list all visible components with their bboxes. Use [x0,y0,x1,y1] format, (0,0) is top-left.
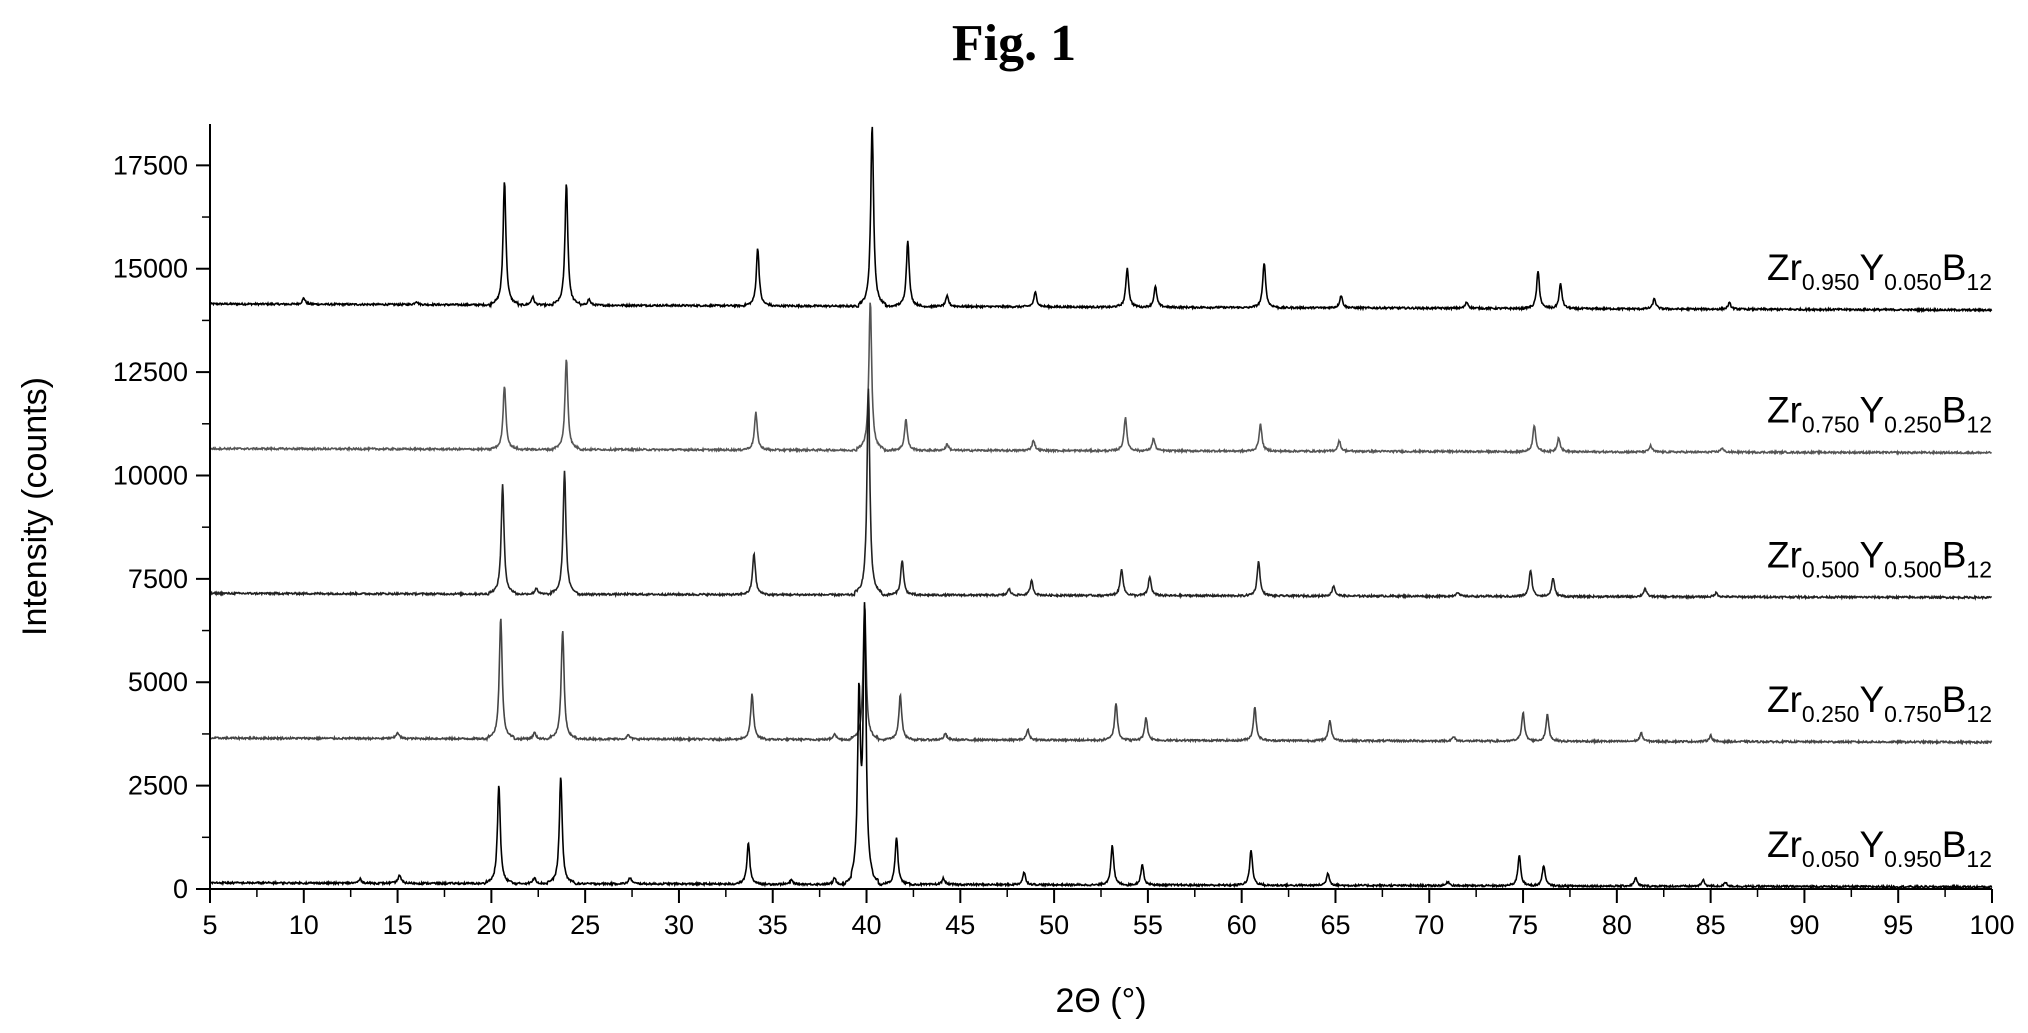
x-tick-label: 70 [1414,910,1444,940]
x-tick-label: 15 [383,910,413,940]
series-label-element: Y [1859,824,1884,865]
series-label-element: B [1942,390,1967,431]
series-label-element: Zr [1767,679,1802,720]
x-tick-label: 40 [852,910,882,940]
series-label-subscript: 0.500 [1802,556,1860,582]
series-label-element: Y [1859,534,1884,575]
y-tick-label: 12500 [113,357,188,387]
x-tick-label: 100 [1969,910,2014,940]
x-tick-label: 65 [1320,910,1350,940]
series-label-element: B [1942,534,1967,575]
x-tick-label: 30 [664,910,694,940]
y-tick-label: 5000 [128,667,188,697]
x-tick-label: 35 [758,910,788,940]
series-label-subscript: 0.250 [1884,412,1942,438]
series-label-subscript: 0.500 [1884,556,1942,582]
x-tick-label: 55 [1133,910,1163,940]
series-label-subscript: 0.750 [1884,701,1942,727]
series-label-element: Y [1859,390,1884,431]
series-label-subscript: 0.050 [1884,269,1942,295]
figure-title: Fig. 1 [951,15,1077,72]
series-trace [209,302,1993,456]
x-tick-label: 20 [476,910,506,940]
series-label-element: Y [1859,247,1884,288]
x-tick-label: 95 [1883,910,1913,940]
x-tick-label: 50 [1039,910,1069,940]
y-tick-label: 2500 [128,771,188,801]
series-label-subscript: 0.950 [1802,269,1860,295]
x-axis-title: 2Θ (°) [1055,982,1146,1020]
series-trace [209,126,1993,314]
series-label: Zr0.250Y0.750B12 [1767,679,1992,727]
x-tick-label: 45 [945,910,975,940]
x-tick-label: 60 [1227,910,1257,940]
series-label-element: B [1942,679,1967,720]
series-label-subscript: 0.950 [1884,846,1942,872]
y-ticks: 0 2500 5000 7500 10000 12500 15000 17500 [113,150,210,904]
series-label-subscript: 0.050 [1802,846,1860,872]
x-tick-label: 75 [1508,910,1538,940]
x-ticks: 5 10 15 20 25 30 35 40 45 50 55 60 65 70 75 80 85 90 95 100 [202,889,2015,940]
y-tick-label: 0 [173,874,188,904]
y-tick-label: 10000 [113,460,188,490]
x-tick-label: 25 [570,910,600,940]
series-trace [209,388,1993,601]
y-tick-label: 17500 [113,150,188,180]
series-label-subscript: 0.250 [1802,701,1860,727]
y-tick-label: 15000 [113,254,188,284]
axes-layer [209,124,1992,890]
x-tick-label: 90 [1789,910,1819,940]
series-label: Zr0.050Y0.950B12 [1767,824,1992,872]
series-label: Zr0.500Y0.500B12 [1767,534,1992,582]
x-tick-label: 80 [1602,910,1632,940]
series-label-subscript: 12 [1966,701,1992,727]
x-tick-label: 5 [202,910,217,940]
series-trace [209,602,1993,891]
x-tick-label: 85 [1696,910,1726,940]
series-label: Zr0.950Y0.050B12 [1767,247,1992,295]
y-tick-label: 7500 [128,564,188,594]
series-label-subscript: 12 [1966,412,1992,438]
series-label-subscript: 12 [1966,556,1992,582]
series-label-element: Zr [1767,390,1802,431]
series-trace [209,605,1993,746]
series-labels: Zr0.950Y0.050B12Zr0.750Y0.250B12Zr0.500Y… [1767,247,1992,872]
series-label-element: Zr [1767,534,1802,575]
x-tick-label: 10 [289,910,319,940]
series-label-element: Zr [1767,824,1802,865]
series-label-subscript: 12 [1966,846,1992,872]
series-label: Zr0.750Y0.250B12 [1767,390,1992,438]
series-label-element: Y [1859,679,1884,720]
series-label-element: Zr [1767,247,1802,288]
series-layer [209,126,1993,891]
series-label-subscript: 12 [1966,269,1992,295]
series-label-subscript: 0.750 [1802,412,1860,438]
series-label-element: B [1942,824,1967,865]
series-label-element: B [1942,247,1967,288]
y-axis-title: Intensity (counts) [16,377,54,636]
